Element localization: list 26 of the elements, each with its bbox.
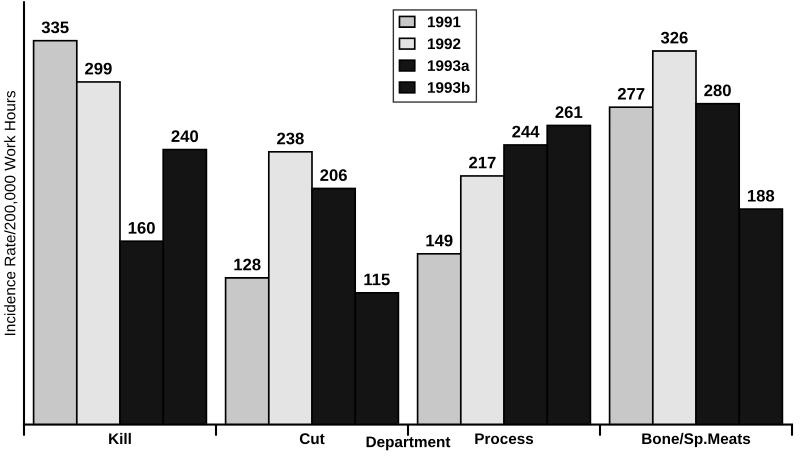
y-axis-title: Incidence Rate/200,000 Work Hours (4, 90, 18, 336)
data-label: 149 (426, 234, 452, 246)
legend-label: 1992 (428, 38, 460, 50)
x-tick-label: Bone/Sp.Meats (642, 432, 750, 448)
x-tick-label: Cut (300, 433, 325, 444)
x-tick-label: Kill (109, 432, 131, 444)
x-tick-label: Process (475, 433, 534, 444)
legend-label: 1991 (428, 16, 461, 28)
data-label: 244 (512, 126, 540, 138)
data-label: 238 (277, 132, 304, 144)
data-label: 217 (469, 156, 496, 168)
data-label: 299 (85, 62, 112, 74)
data-label: 188 (748, 190, 774, 202)
data-label: 115 (364, 274, 390, 286)
data-label: 240 (171, 130, 198, 142)
data-label: 326 (660, 32, 688, 44)
data-label: 160 (128, 222, 155, 234)
legend-label: 1993a (428, 60, 470, 72)
data-label: 280 (704, 84, 731, 96)
legend-label: 1993b (428, 82, 470, 93)
data-label: 261 (555, 106, 582, 118)
data-label: 206 (320, 169, 347, 182)
data-label: 128 (234, 258, 261, 270)
data-label: 277 (618, 88, 644, 100)
x-axis-title: Department (366, 436, 450, 450)
data-label: 335 (42, 21, 69, 34)
